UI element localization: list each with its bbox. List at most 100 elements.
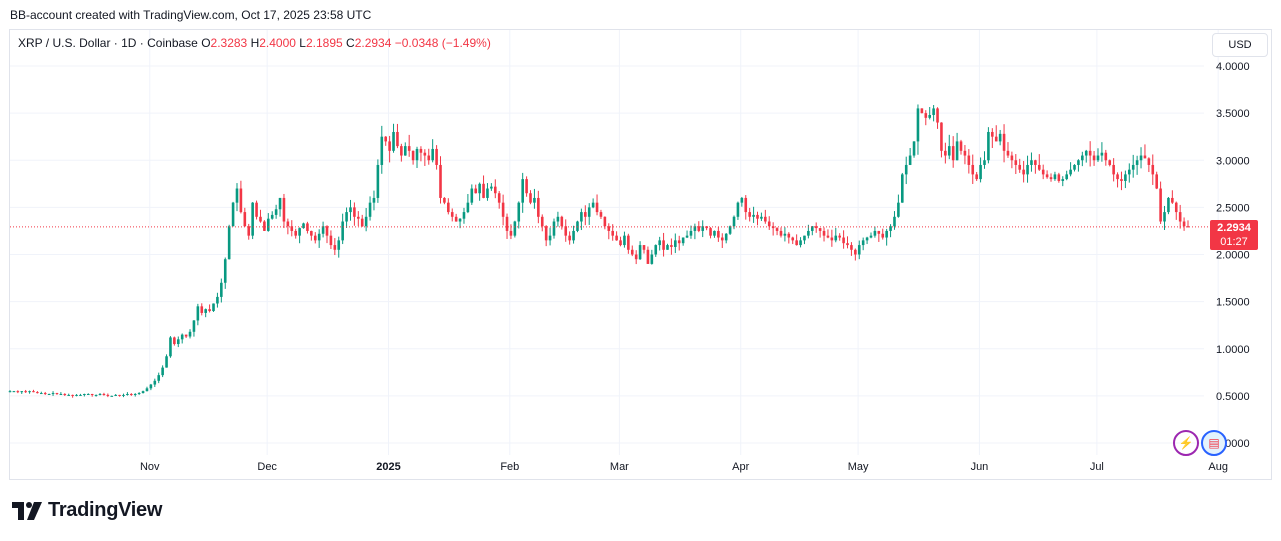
candle-body — [1010, 155, 1014, 161]
candle-body — [290, 226, 294, 231]
candle-body — [807, 230, 810, 236]
candle-body — [282, 197, 286, 222]
candle-body — [646, 249, 650, 264]
candle-body — [615, 235, 618, 241]
candle-body — [67, 394, 71, 396]
tradingview-logo-icon — [12, 501, 42, 520]
candle-body — [642, 245, 646, 250]
candle-body — [857, 245, 861, 255]
candle-body — [208, 309, 211, 312]
candle-body — [814, 226, 818, 229]
candle-body — [220, 282, 223, 297]
candle-body — [787, 233, 791, 238]
candle-body — [681, 237, 685, 244]
low-value: 2.1895 — [305, 36, 343, 50]
candle-body — [728, 226, 732, 234]
candle-body — [266, 218, 270, 231]
candle-body — [247, 226, 251, 236]
x-tick-label: Dec — [257, 461, 277, 473]
candle-body — [1104, 152, 1108, 161]
candle-body — [1100, 152, 1104, 156]
y-tick-label: 1.5000 — [1216, 297, 1250, 309]
x-tick-label: Jun — [971, 461, 989, 473]
candle-body — [71, 394, 74, 396]
candle-body — [106, 394, 110, 396]
x-axis-ticks: NovDec2025FebMarAprMayJunJulAugSepOct — [140, 461, 1228, 473]
candle-body — [63, 393, 67, 395]
candle-body — [255, 202, 258, 217]
lightning-icon[interactable]: ⚡ — [1173, 430, 1199, 456]
candle-body — [1006, 150, 1010, 156]
candle-body — [270, 214, 274, 219]
candle-body — [720, 237, 724, 241]
candle-body — [591, 202, 595, 208]
candle-body — [595, 202, 599, 213]
candle-body — [431, 148, 434, 161]
candle-body — [517, 202, 521, 222]
candle-body — [439, 164, 442, 198]
candle-body — [325, 226, 329, 236]
brand-name: TradingView — [48, 499, 163, 521]
high-label: H — [250, 36, 260, 50]
flag-icon[interactable]: ▤ — [1201, 430, 1227, 456]
candle-body — [411, 150, 415, 161]
candle-body — [1147, 158, 1151, 165]
candle-body — [286, 221, 290, 227]
candle-body — [810, 226, 814, 231]
candle-body — [736, 202, 740, 217]
candle-body — [380, 136, 384, 165]
candle-body — [674, 240, 677, 247]
high-value: 2.4000 — [259, 36, 296, 50]
candle-body — [274, 209, 278, 215]
candle-body — [947, 146, 951, 156]
candle-body — [932, 108, 935, 116]
candle-body — [20, 391, 24, 393]
candle-body — [259, 216, 262, 222]
candle-body — [944, 150, 947, 156]
candle-body — [697, 226, 701, 231]
currency-button[interactable]: USD — [1212, 33, 1268, 57]
candle-body — [1135, 160, 1139, 165]
candle-body — [298, 228, 301, 236]
candle-body — [110, 395, 114, 397]
candle-body — [967, 155, 971, 165]
candle-body — [971, 164, 975, 175]
candle-body — [130, 393, 133, 395]
y-tick-label: 4.0000 — [1216, 61, 1250, 73]
candle-body — [509, 230, 513, 236]
candle-body — [560, 216, 564, 227]
candle-body — [470, 188, 474, 203]
candle-body — [904, 164, 908, 175]
candle-body — [447, 202, 450, 213]
candle-body — [1026, 164, 1029, 175]
candle-body — [478, 183, 481, 194]
candle-body — [32, 391, 35, 393]
candle-body — [572, 230, 575, 241]
y-axis-ticks: 4.0000 3.5000 3.0000 2.5000 2.0000 1.5000 1.00… — [1216, 61, 1250, 450]
candle-body — [86, 393, 90, 395]
candle-body — [779, 230, 783, 236]
candle-body — [16, 391, 20, 393]
candle-body — [8, 391, 12, 393]
x-tick-label: Feb — [500, 461, 519, 473]
candle-body — [619, 240, 622, 246]
candle-body — [994, 136, 998, 142]
candle-body — [1069, 169, 1072, 175]
candle-body — [501, 202, 505, 217]
candle-body — [889, 226, 892, 231]
candle-body — [783, 233, 787, 236]
candle-body — [940, 122, 943, 151]
candle-body — [83, 393, 86, 395]
candle-body — [623, 235, 626, 246]
candle-body — [278, 197, 282, 210]
candle-body — [419, 148, 423, 153]
candle-body — [263, 221, 266, 231]
candle-body — [1178, 212, 1182, 222]
candle-body — [717, 230, 720, 238]
candle-body — [607, 226, 611, 231]
candle-body — [795, 240, 798, 246]
candle-body — [1057, 174, 1061, 181]
candle-body — [1108, 160, 1112, 165]
open-value: 2.3283 — [210, 36, 248, 50]
